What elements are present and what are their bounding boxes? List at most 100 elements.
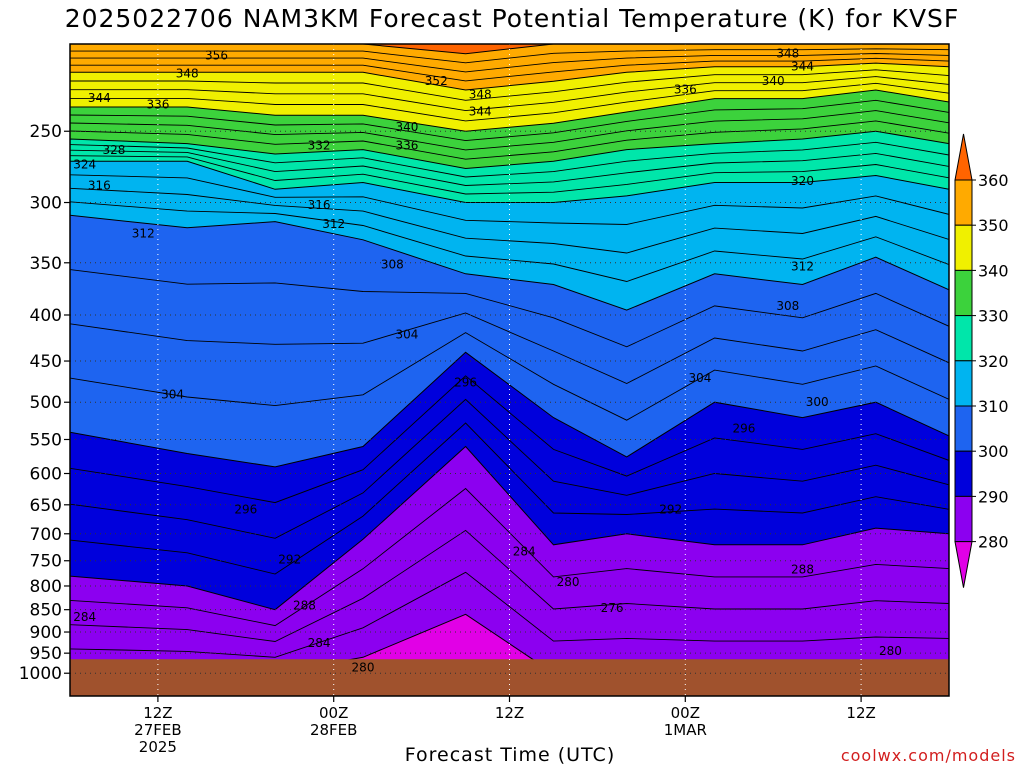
colorbar-arrow-top xyxy=(954,133,973,181)
contour-label: 320 xyxy=(791,174,814,188)
y-tick-label: 550 xyxy=(30,430,62,450)
colorbar-band xyxy=(954,179,973,226)
y-tick-label: 700 xyxy=(30,525,62,545)
contour-label: 316 xyxy=(308,198,331,212)
x-tick-label: 1MAR xyxy=(664,721,707,739)
colorbar-band xyxy=(954,405,973,452)
x-tick-label: 12Z xyxy=(495,704,524,722)
contour-label: 336 xyxy=(674,83,697,97)
colorbar-band xyxy=(954,224,973,271)
contour-line xyxy=(70,375,949,504)
contour-line xyxy=(70,422,949,575)
contour-line xyxy=(70,99,949,142)
contour-label: 300 xyxy=(806,395,829,409)
contour-label: 280 xyxy=(352,660,375,674)
contour-label: 344 xyxy=(791,59,814,73)
y-tick-label: 300 xyxy=(30,194,62,214)
contour-label: 304 xyxy=(161,387,184,401)
contour-line xyxy=(70,571,949,658)
y-tick-label: 600 xyxy=(30,465,62,485)
y-tick-label: 750 xyxy=(30,552,62,572)
y-tick-label: 350 xyxy=(30,254,62,274)
contour-label: 292 xyxy=(659,503,682,517)
contour-line xyxy=(70,76,949,112)
x-tick-label: 00Z xyxy=(671,704,700,722)
contour-label: 348 xyxy=(469,88,492,102)
colorbar-band xyxy=(954,315,973,362)
contour-label: 292 xyxy=(278,552,301,566)
contour-label: 340 xyxy=(395,120,418,134)
colorbar-tick-label: 310 xyxy=(978,397,1009,416)
y-tick-label: 500 xyxy=(30,393,62,413)
credit-link[interactable]: coolwx.com/models xyxy=(840,746,1016,765)
y-tick-label: 650 xyxy=(30,496,62,516)
contour-line xyxy=(70,201,949,282)
contour-line xyxy=(70,487,949,627)
contour-label: 284 xyxy=(513,545,536,559)
contour-label: 304 xyxy=(395,328,418,342)
contour-label: 356 xyxy=(205,48,228,62)
contour-label: 336 xyxy=(395,139,418,153)
y-tick-label: 900 xyxy=(30,623,62,643)
colorbar-tick-label: 350 xyxy=(978,216,1009,235)
contour-label: 340 xyxy=(762,74,785,88)
contour-line xyxy=(70,398,949,539)
contour-label: 288 xyxy=(293,599,316,613)
colorbar-tick-label: 290 xyxy=(978,487,1009,506)
colorbar-band xyxy=(954,495,973,543)
contour-label: 280 xyxy=(879,644,902,658)
contour-line xyxy=(70,120,949,160)
y-tick-label: 950 xyxy=(30,644,62,664)
colorbar-band xyxy=(954,360,973,407)
contour-label: 352 xyxy=(425,74,448,88)
colorbar-tick-label: 330 xyxy=(978,307,1009,326)
y-tick-label: 800 xyxy=(30,577,62,597)
y-tick-label: 450 xyxy=(30,352,62,372)
y-tick-label: 250 xyxy=(30,122,62,142)
contour-label: 332 xyxy=(308,139,331,153)
chart-title: 2025022706 NAM3KM Forecast Potential Tem… xyxy=(64,4,960,33)
contour-line xyxy=(70,141,949,178)
contour-line xyxy=(70,155,949,195)
contour-label: 288 xyxy=(791,563,814,577)
contour-label: 344 xyxy=(469,104,492,118)
contour-line xyxy=(70,332,949,421)
contour-line xyxy=(70,312,949,384)
contour-line xyxy=(70,529,949,642)
contour-label: 296 xyxy=(454,375,477,389)
contour-label: 316 xyxy=(88,178,111,192)
x-tick-label: 28FEB xyxy=(310,721,357,739)
contour-label: 284 xyxy=(73,610,96,624)
contour-line xyxy=(70,174,949,225)
colorbar-band xyxy=(954,450,973,497)
x-tick-label: 27FEB xyxy=(134,721,181,739)
contour-line xyxy=(70,269,949,348)
x-tick-label: 12Z xyxy=(846,704,875,722)
contour-label: 312 xyxy=(132,226,155,240)
contour-label: 296 xyxy=(732,421,755,435)
contour-label: 324 xyxy=(73,158,96,172)
colorbar-tick-label: 340 xyxy=(978,261,1009,280)
x-tick-label: 12Z xyxy=(143,704,172,722)
contour-label: 336 xyxy=(146,98,169,112)
contour-line xyxy=(70,69,949,101)
y-tick-label: 1000 xyxy=(19,664,62,684)
contour-line xyxy=(70,82,949,122)
colorbar-tick-label: 320 xyxy=(978,352,1009,371)
colorbar-tick-label: 300 xyxy=(978,442,1009,461)
contour-label: 296 xyxy=(234,503,257,517)
contour-label: 304 xyxy=(688,371,711,385)
contour-label: 308 xyxy=(776,299,799,313)
contour-label: 284 xyxy=(308,636,331,650)
contour-line xyxy=(70,57,949,82)
x-tick-label: 00Z xyxy=(319,704,348,722)
x-axis-label: Forecast Time (UTC) xyxy=(404,744,616,766)
colorbar-arrow-bottom xyxy=(954,541,973,588)
colorbar-tick-label: 360 xyxy=(978,171,1009,190)
contour-label: 280 xyxy=(557,575,580,589)
contour-label: 348 xyxy=(176,67,199,81)
contour-line xyxy=(70,187,949,254)
contour-label: 348 xyxy=(776,46,799,60)
